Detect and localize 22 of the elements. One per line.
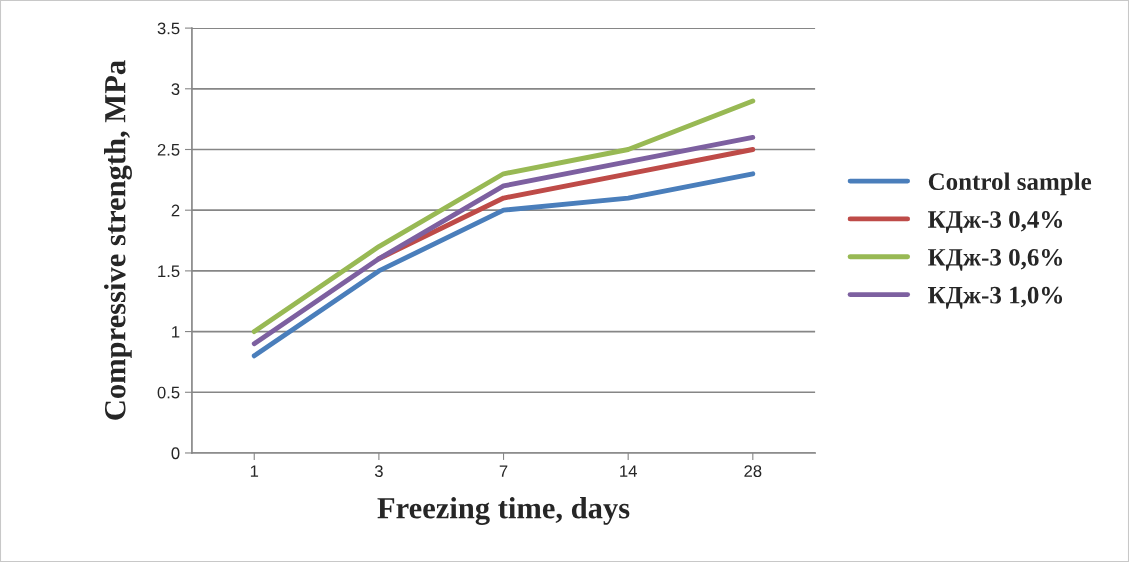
y-tick-label: 0.5 [157, 386, 180, 399]
y-axis-title: Compressive strength, MPa [104, 60, 132, 420]
y-tick-label: 0 [171, 447, 180, 460]
x-tick-label: 3 [374, 465, 383, 478]
y-tick-label: 1 [172, 326, 180, 338]
line-series [251, 171, 756, 359]
legend-label: Control sample [928, 172, 1092, 196]
x-tick-label: 28 [744, 465, 762, 478]
x-tick-label: 1 [250, 465, 259, 477]
line-series [251, 134, 756, 347]
y-tick-label: 1.5 [158, 265, 180, 278]
y-tick-label: 3.5 [157, 22, 180, 35]
line-series [251, 98, 756, 335]
y-tick-label: 2.5 [157, 143, 180, 156]
legend-label: КДж-3 1,0% [928, 286, 1063, 309]
x-tick-label: 7 [499, 465, 508, 477]
legend-label: КДж-3 0,4% [928, 211, 1063, 234]
y-tick-label: 2 [171, 204, 180, 217]
y-tick-label: 3 [171, 83, 180, 95]
x-axis-title: Freezing time, days [377, 496, 630, 525]
x-tick-label: 14 [620, 465, 637, 477]
legend-label: КДж-3 0,6% [928, 248, 1063, 271]
